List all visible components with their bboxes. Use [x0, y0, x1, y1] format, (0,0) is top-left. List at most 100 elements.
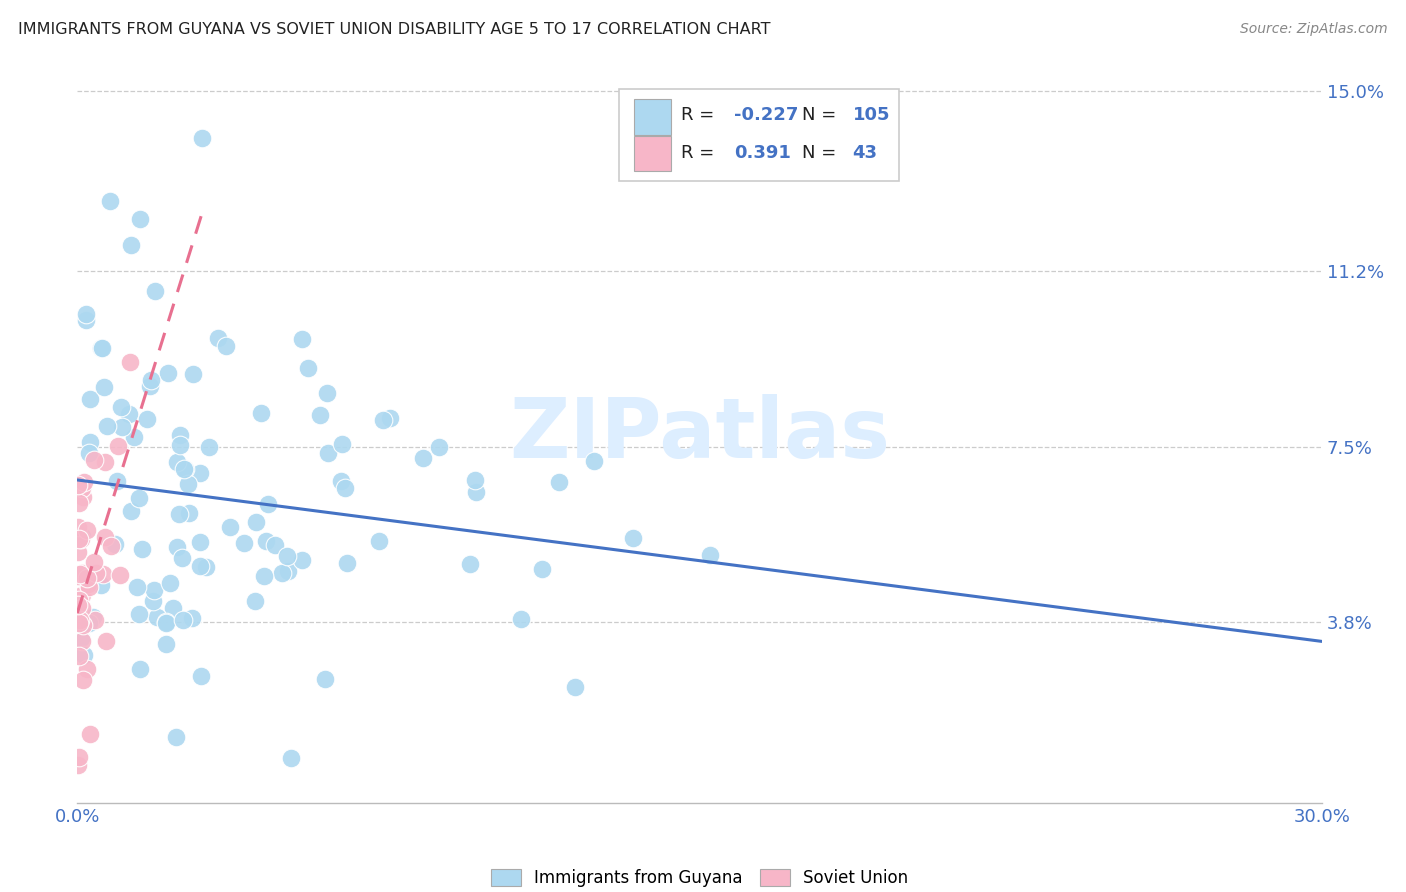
Point: [104, 537, 127, 551]
Point: [170, 550, 193, 565]
Point: [120, 238, 142, 252]
Point: [122, 430, 145, 444]
Point: [128, 661, 150, 675]
Point: [73, 475, 96, 489]
Text: 105: 105: [852, 106, 890, 124]
Point: [318, 446, 340, 460]
Point: [530, 562, 553, 576]
Point: [70, 529, 93, 543]
Point: [297, 361, 319, 376]
Point: [143, 284, 166, 298]
Point: [67, 496, 90, 510]
Point: [291, 553, 314, 567]
Point: [67, 569, 90, 583]
Point: [83, 453, 105, 467]
Point: [72, 673, 94, 688]
Point: [69, 566, 91, 581]
Point: [128, 211, 150, 226]
Point: [188, 534, 211, 549]
Point: [93, 530, 115, 544]
Point: [621, 531, 644, 545]
Point: [70, 601, 93, 615]
Point: [330, 437, 353, 451]
Point: [79, 727, 101, 741]
Point: [174, 462, 197, 476]
Point: [79, 392, 101, 406]
Point: [169, 507, 191, 521]
Point: [412, 450, 434, 465]
Point: [139, 373, 162, 387]
Text: R =: R =: [681, 144, 720, 162]
Point: [465, 484, 488, 499]
Point: [547, 475, 569, 489]
Point: [107, 439, 129, 453]
Point: [90, 342, 112, 356]
Point: [67, 532, 90, 546]
Point: [233, 536, 256, 550]
Point: [280, 750, 302, 764]
Point: [110, 568, 132, 582]
Point: [215, 339, 238, 353]
Point: [190, 669, 212, 683]
Point: [77, 616, 100, 631]
Point: [207, 331, 229, 345]
Point: [72, 481, 94, 495]
Point: [76, 662, 98, 676]
Text: IMMIGRANTS FROM GUYANA VS SOVIET UNION DISABILITY AGE 5 TO 17 CORRELATION CHART: IMMIGRANTS FROM GUYANA VS SOVIET UNION D…: [18, 22, 770, 37]
Text: ZIPatlas: ZIPatlas: [509, 394, 890, 475]
Point: [264, 538, 287, 552]
Point: [93, 567, 115, 582]
Point: [188, 466, 211, 480]
Point: [176, 476, 198, 491]
Point: [243, 593, 266, 607]
Point: [67, 520, 90, 534]
Point: [118, 407, 141, 421]
Point: [67, 592, 90, 607]
Point: [172, 613, 194, 627]
Point: [75, 312, 97, 326]
Point: [429, 441, 451, 455]
Point: [83, 555, 105, 569]
Point: [79, 435, 101, 450]
Point: [128, 491, 150, 505]
Text: Source: ZipAtlas.com: Source: ZipAtlas.com: [1240, 22, 1388, 37]
Point: [136, 411, 159, 425]
Point: [98, 194, 121, 208]
Point: [94, 455, 117, 469]
Point: [72, 633, 94, 648]
Point: [82, 610, 104, 624]
Point: [699, 549, 721, 563]
Text: 0.391: 0.391: [734, 144, 792, 162]
Point: [93, 380, 115, 394]
Text: N =: N =: [801, 144, 842, 162]
Point: [69, 613, 91, 627]
Y-axis label: Disability Age 5 to 17: Disability Age 5 to 17: [0, 352, 7, 517]
Point: [77, 445, 100, 459]
Point: [73, 648, 96, 662]
Point: [188, 558, 211, 573]
Point: [330, 475, 353, 489]
Point: [70, 632, 93, 646]
Bar: [634, 136, 671, 171]
Point: [245, 516, 267, 530]
Point: [83, 613, 105, 627]
Point: [131, 542, 153, 557]
Point: [67, 601, 90, 615]
Point: [371, 413, 394, 427]
Point: [76, 577, 98, 591]
Point: [138, 378, 160, 392]
Point: [110, 400, 132, 414]
Point: [198, 440, 221, 454]
Point: [67, 545, 90, 559]
Point: [72, 617, 94, 632]
Point: [290, 332, 312, 346]
Point: [181, 368, 204, 382]
Point: [190, 131, 214, 145]
Point: [111, 420, 134, 434]
Point: [368, 534, 391, 549]
Point: [162, 601, 184, 615]
Point: [90, 342, 112, 356]
Point: [155, 616, 177, 631]
Point: [100, 539, 122, 553]
Point: [90, 578, 112, 592]
